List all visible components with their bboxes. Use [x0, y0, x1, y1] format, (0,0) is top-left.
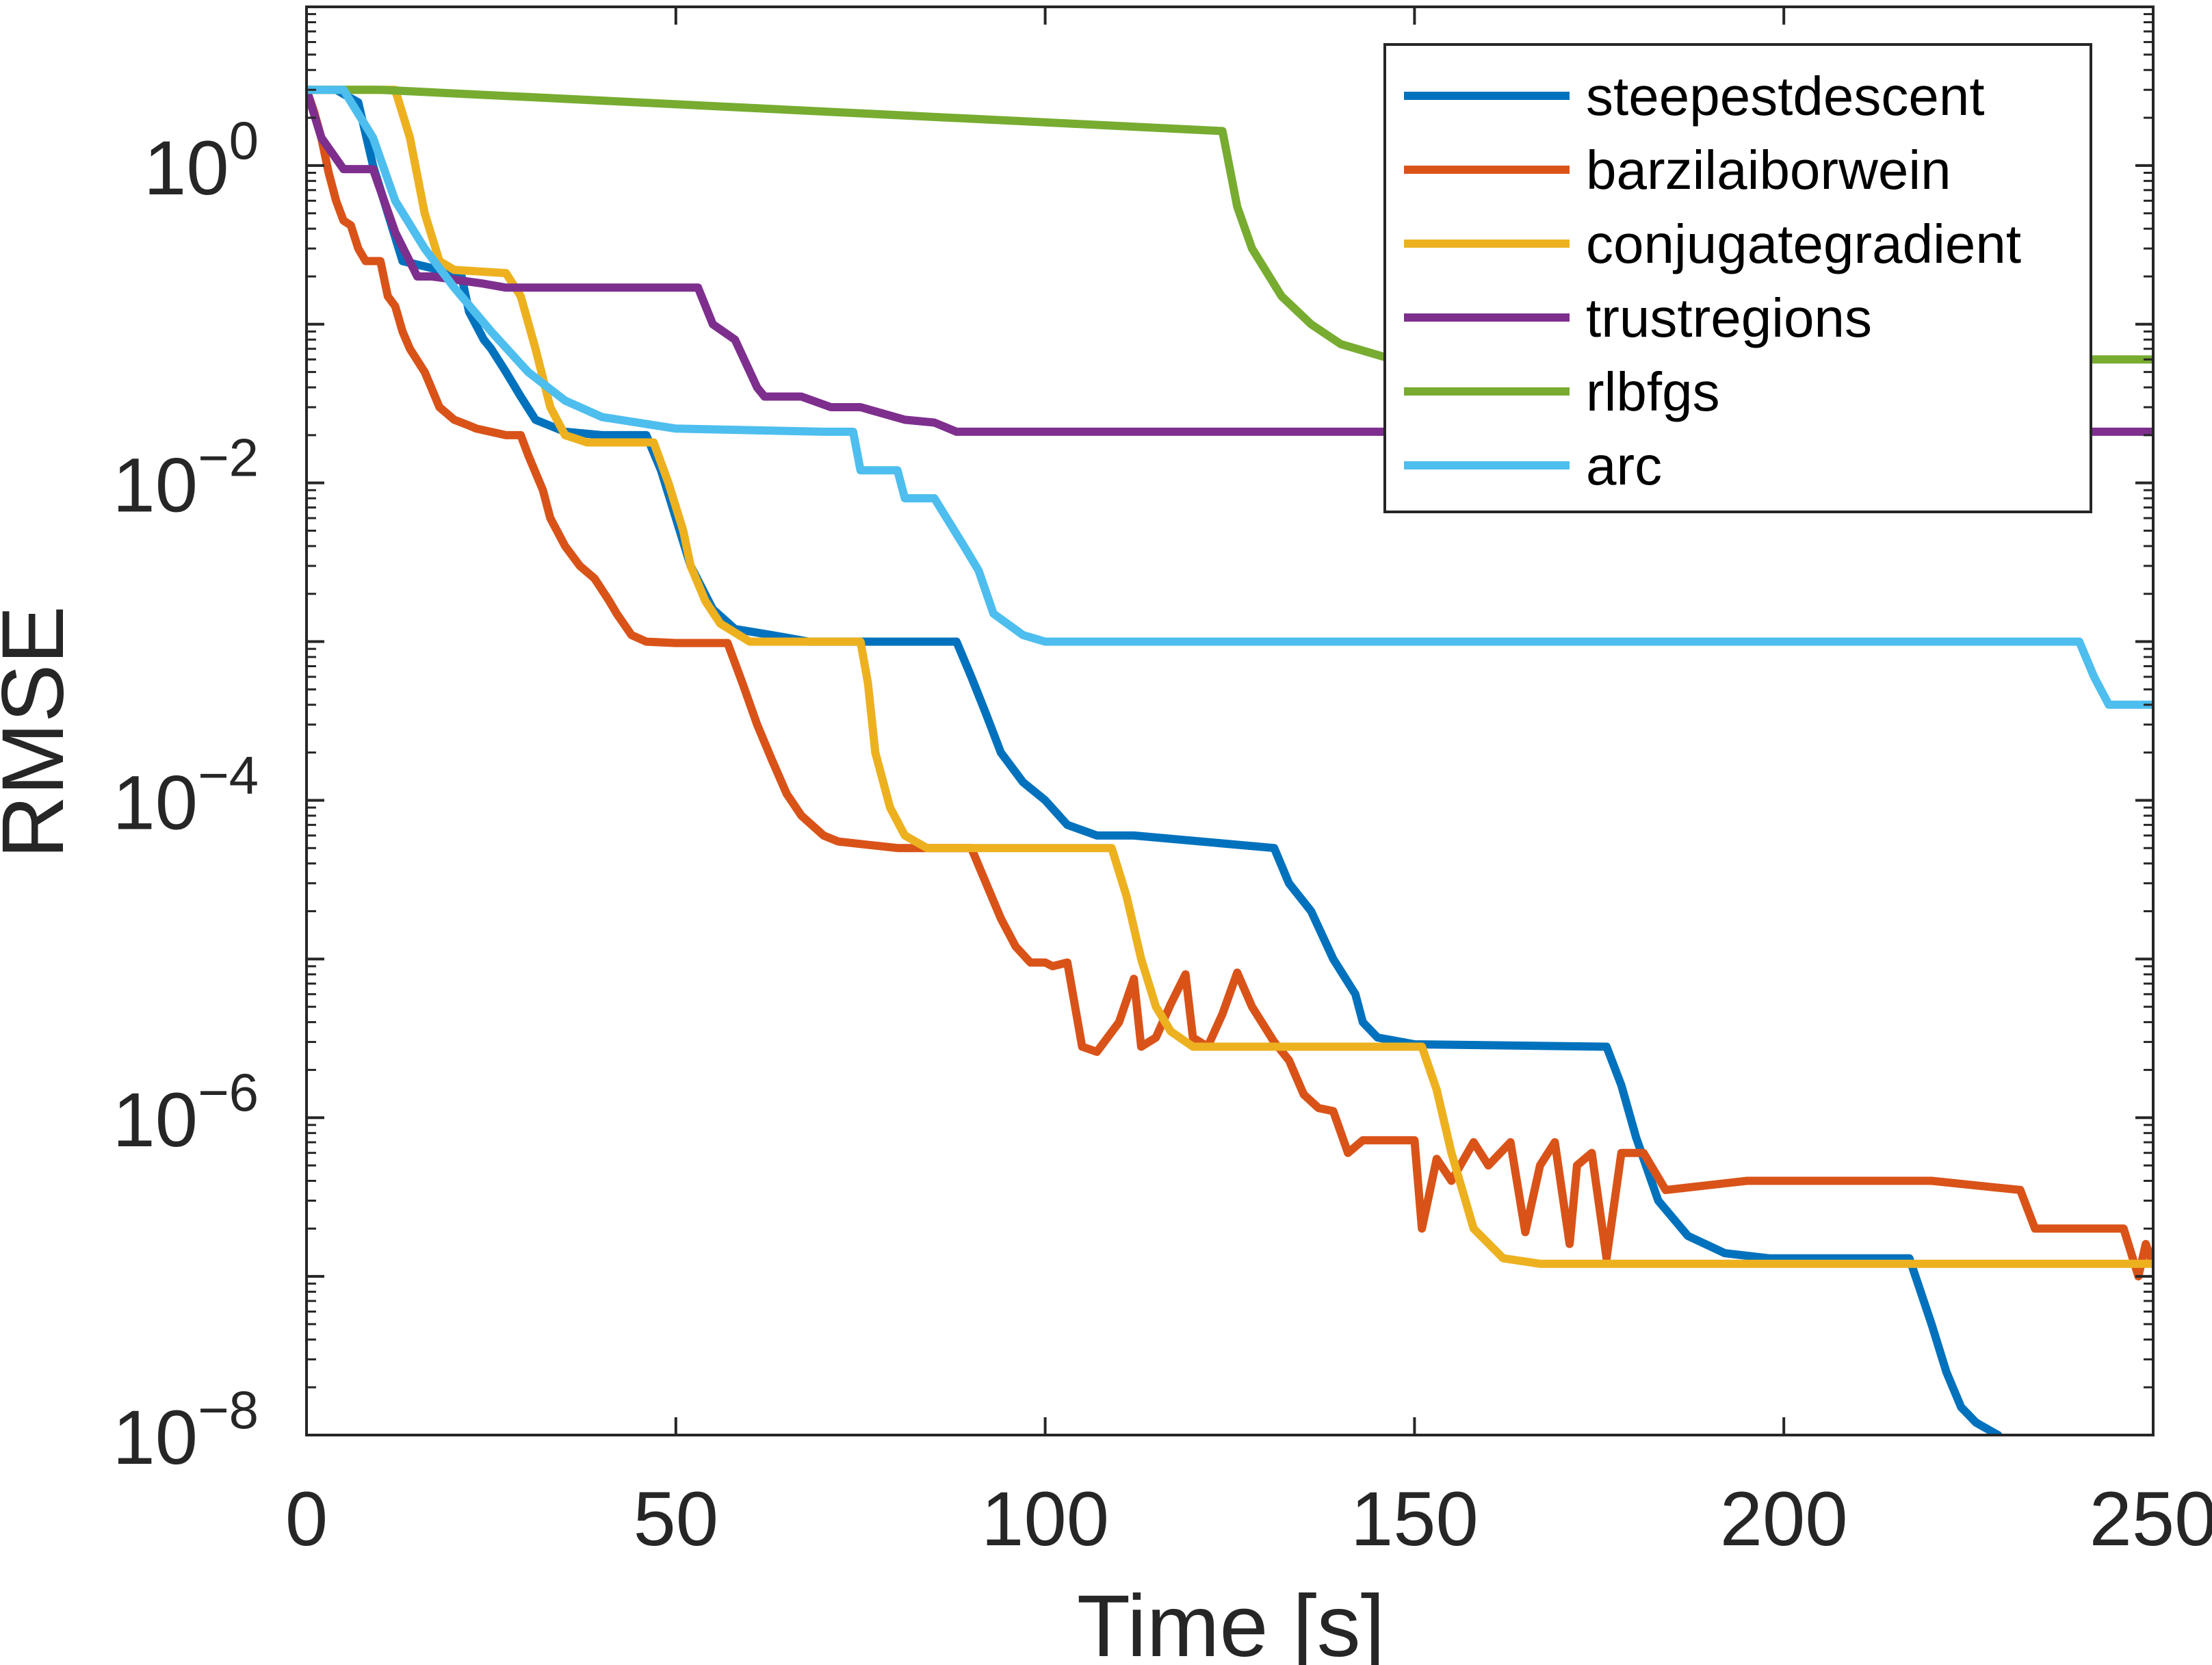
- series-line-conjugategradient: [307, 86, 2153, 1268]
- axes-box: [305, 5, 2155, 1436]
- legend-label-barzilaiborwein: barzilaiborwein: [1586, 140, 1951, 201]
- series-line-arc: [307, 86, 2153, 709]
- y-tick-label: 100: [144, 110, 259, 211]
- legend-box: [1383, 43, 2092, 513]
- series-line-barzilaiborwein: [307, 86, 2153, 1281]
- legend: steepestdescent barzilaiborwein conjugateg…: [1383, 43, 2092, 513]
- axes-frame: [305, 5, 2155, 1436]
- x-axis-label: Time [s]: [1077, 1577, 1385, 1665]
- y-tick-label: 10−8: [112, 1380, 259, 1480]
- legend-label-arc: arc: [1586, 435, 1662, 496]
- x-ticks: 0 50 100 150 200 250: [285, 7, 2212, 1562]
- series-line-steepestdescent: [307, 86, 2003, 1435]
- x-tick-label: 50: [634, 1476, 719, 1562]
- x-tick-label: 150: [1351, 1476, 1479, 1562]
- legend-label-conjugategradient: conjugategradient: [1586, 214, 2021, 274]
- legend-label-trustregions: trustregions: [1586, 287, 1872, 348]
- y-tick-label: 10−2: [112, 428, 259, 528]
- y-tick-label: 10−4: [112, 745, 259, 845]
- x-tick-label: 0: [285, 1476, 328, 1562]
- legend-label-rlbfgs: rlbfgs: [1586, 361, 1720, 422]
- x-tick-label: 250: [2090, 1476, 2212, 1562]
- series-line-trustregions: [307, 86, 2153, 436]
- plot-lines: [307, 86, 2153, 1435]
- y-ticks: 100 10−2 10−4 10−6 10−8: [112, 5, 2153, 1480]
- y-axis-label: RMSE: [0, 606, 82, 859]
- y-tick-label: 10−6: [112, 1062, 259, 1163]
- legend-label-steepestdescent: steepestdescent: [1586, 66, 1985, 127]
- x-tick-label: 100: [981, 1476, 1109, 1562]
- x-tick-label: 200: [1720, 1476, 1848, 1562]
